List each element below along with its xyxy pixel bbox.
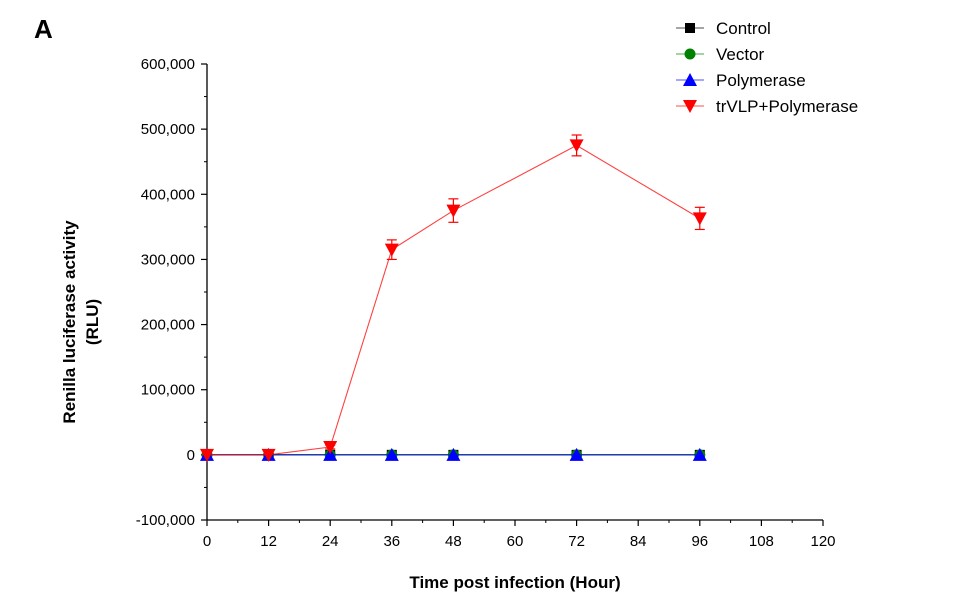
y-axis-title-line1: Renilla luciferase activity — [60, 220, 79, 424]
axes — [206, 64, 823, 521]
data-point-trvlp-polymerase — [569, 139, 584, 153]
x-tick-label: 0 — [203, 533, 211, 550]
data-point-trvlp-polymerase — [323, 441, 338, 455]
legend-label: Polymerase — [716, 71, 806, 90]
panel-label: A — [34, 14, 53, 44]
data-point-trvlp-polymerase — [200, 448, 214, 462]
legend-item-trvlp-polymerase: trVLP+Polymerase — [676, 97, 858, 116]
data-point-trvlp-polymerase — [384, 243, 399, 257]
x-tick-label: 36 — [383, 533, 400, 550]
series-layer — [200, 134, 707, 462]
y-tick-label: -100,000 — [136, 512, 195, 529]
data-point-trvlp-polymerase — [692, 212, 707, 226]
y-tick-label: 100,000 — [141, 382, 195, 399]
data-point-polymerase — [323, 447, 338, 461]
data-point-polymerase — [569, 447, 584, 461]
x-tick-label: 108 — [749, 533, 774, 550]
x-tick-label: 120 — [810, 533, 835, 550]
legend-label: trVLP+Polymerase — [716, 97, 858, 116]
legend-marker — [683, 73, 697, 86]
x-tick-label: 72 — [568, 533, 585, 550]
data-point-trvlp-polymerase — [261, 448, 276, 462]
legend: Control Vector Polymerase trVLP+Polymerase — [676, 19, 858, 116]
series-polymerase — [200, 447, 707, 461]
y-tick-label: 500,000 — [141, 121, 195, 138]
data-point-polymerase — [692, 447, 707, 461]
y-tick-label: 400,000 — [141, 186, 195, 203]
legend-marker — [684, 48, 696, 60]
x-axis-title: Time post infection (Hour) — [409, 573, 620, 592]
legend-label: Vector — [716, 45, 765, 64]
legend-item-polymerase: Polymerase — [676, 71, 806, 90]
data-point-polymerase — [384, 447, 399, 461]
y-tick-label: 200,000 — [141, 317, 195, 334]
x-tick-label: 84 — [630, 533, 647, 550]
x-tick-label: 12 — [260, 533, 277, 550]
legend-marker — [683, 100, 697, 113]
legend-label: Control — [716, 19, 771, 38]
y-tick-label: 0 — [187, 447, 195, 464]
y-tick-label: 300,000 — [141, 251, 195, 268]
legend-item-control: Control — [676, 19, 771, 38]
series-trvlp-polymerase — [200, 134, 707, 462]
legend-marker — [685, 23, 695, 33]
ticks: 0 12 24 36 48 60 72 84 96 108 120 -100,000 0 100,000 2… — [136, 56, 836, 550]
series-line-trvlp-polymerase — [207, 144, 701, 456]
x-tick-label: 24 — [322, 533, 339, 550]
data-point-trvlp-polymerase — [446, 204, 461, 218]
y-tick-label: 600,000 — [141, 56, 195, 73]
x-tick-label: 96 — [691, 533, 708, 550]
x-tick-label: 60 — [507, 533, 524, 550]
y-axis-title-line2: (RLU) — [83, 299, 102, 345]
x-tick-label: 48 — [445, 533, 462, 550]
legend-item-vector: Vector — [676, 45, 765, 64]
data-point-polymerase — [446, 447, 461, 461]
